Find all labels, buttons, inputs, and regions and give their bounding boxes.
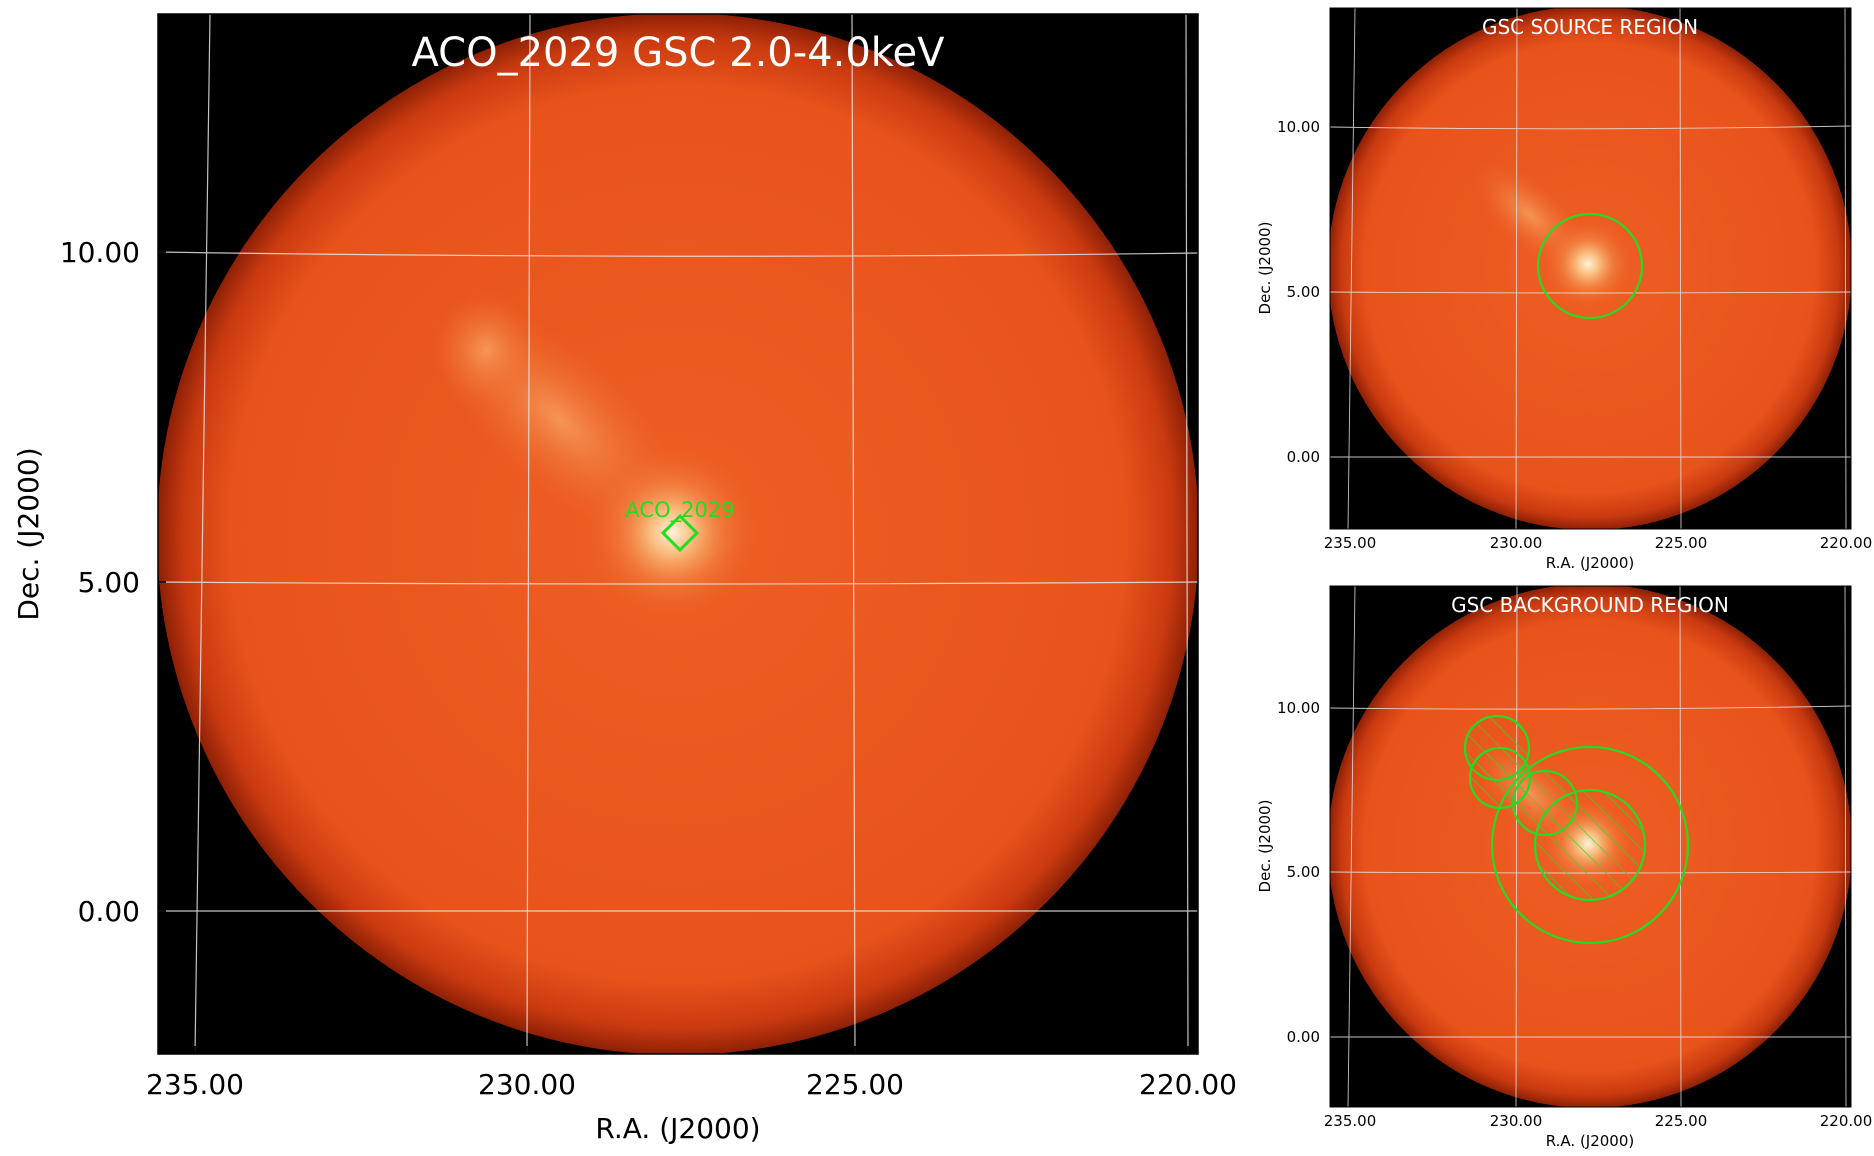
diamond-marker-icon — [660, 513, 700, 553]
source-ylabel: Dec. (J2000) — [1256, 222, 1274, 315]
main-ylabel: Dec. (J2000) — [12, 447, 45, 620]
source-region-circle — [1536, 212, 1644, 320]
exclusion-region-source — [1533, 788, 1647, 902]
source-xticklabel-220: 220.00 — [1820, 534, 1873, 552]
main-xticklabel-230: 230.00 — [478, 1068, 576, 1101]
background-ylabel: Dec. (J2000) — [1256, 800, 1274, 893]
source-xticklabel-235: 235.00 — [1324, 534, 1377, 552]
main-grid-dec-10 — [158, 251, 1198, 257]
background-xticklabel-235: 235.00 — [1324, 1112, 1377, 1130]
main-yticklabel-10: 10.00 — [60, 236, 140, 269]
background-annulus-region — [1490, 745, 1690, 945]
source-xticklabel-230: 230.00 — [1490, 534, 1543, 552]
main-panel: ACO_2029 ACO_2029 GSC 2.0-4.0keV 10.00 5… — [12, 13, 1237, 1145]
source-xlabel: R.A. (J2000) — [1546, 554, 1635, 572]
background-yticklabel-10: 10.00 — [1277, 699, 1320, 717]
main-xlabel: R.A. (J2000) — [595, 1112, 760, 1145]
main-yticklabel-5: 5.00 — [78, 566, 140, 599]
main-grid-ra-230 — [526, 14, 531, 1054]
source-title: GSC SOURCE REGION — [1482, 15, 1698, 39]
main-xticklabel-220: 220.00 — [1139, 1068, 1237, 1101]
main-grid — [158, 14, 1198, 1054]
background-panel: GSC BACKGROUND REGION 10.00 5.00 0.00 23… — [1256, 585, 1873, 1150]
main-xticklabel-235: 235.00 — [146, 1068, 244, 1101]
background-xticklabel-225: 225.00 — [1655, 1112, 1708, 1130]
source-yticklabel-10: 10.00 — [1277, 118, 1320, 136]
main-title: ACO_2029 GSC 2.0-4.0keV — [412, 30, 946, 76]
background-yticklabel-0: 0.00 — [1287, 1028, 1320, 1046]
main-yticklabel-0: 0.00 — [78, 895, 140, 928]
marker-label: ACO_2029 — [625, 498, 734, 523]
main-grid-dec-5 — [158, 581, 1198, 585]
background-title: GSC BACKGROUND REGION — [1451, 593, 1729, 617]
source-cluster-emission — [1544, 220, 1632, 308]
main-grid-ra-235 — [194, 14, 211, 1054]
source-panel: GSC SOURCE REGION 10.00 5.00 0.00 235.00… — [1256, 7, 1873, 572]
background-xticklabel-220: 220.00 — [1820, 1112, 1873, 1130]
main-xticklabel-225: 225.00 — [806, 1068, 904, 1101]
source-yticklabel-5: 5.00 — [1287, 283, 1320, 301]
main-grid-ra-225 — [851, 14, 856, 1054]
background-xlabel: R.A. (J2000) — [1546, 1132, 1635, 1150]
source-xticklabel-225: 225.00 — [1655, 534, 1708, 552]
source-grid — [1330, 8, 1851, 529]
main-emission-blob — [431, 290, 541, 410]
main-grid-ra-220 — [1185, 14, 1189, 1054]
main-cluster-emission — [587, 447, 757, 617]
source-yticklabel-0: 0.00 — [1287, 448, 1320, 466]
background-xticklabel-230: 230.00 — [1490, 1112, 1543, 1130]
background-exclusion-regions — [1463, 714, 1647, 902]
background-yticklabel-5: 5.00 — [1287, 863, 1320, 881]
